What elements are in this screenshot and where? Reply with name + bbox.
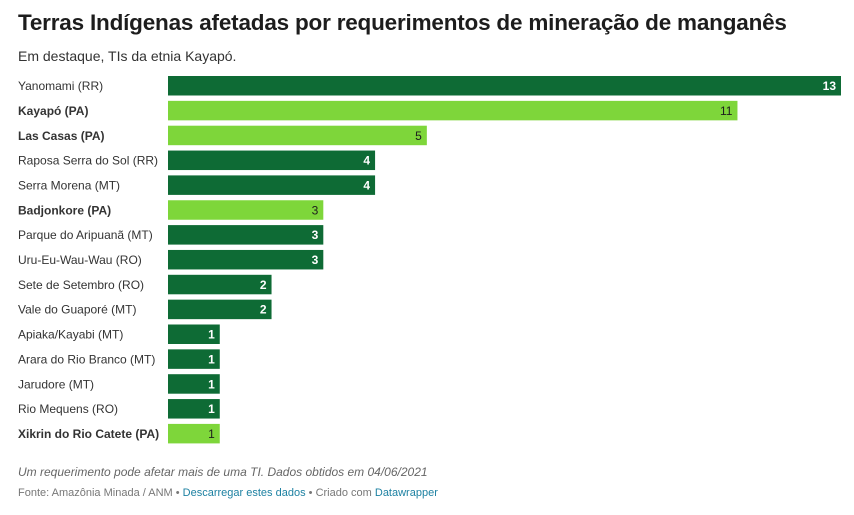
datawrapper-link[interactable]: Datawrapper <box>374 487 438 499</box>
category-label: Parque do Aripuanã (MT) <box>18 228 153 242</box>
bar[interactable] <box>168 299 272 320</box>
bar[interactable] <box>168 374 220 394</box>
bar-value-label: 1 <box>208 352 215 366</box>
bar-value-label: 1 <box>208 427 215 441</box>
category-label: Uru-Eu-Wau-Wau (RO) <box>18 253 142 267</box>
category-label: Kayapó (PA) <box>18 104 88 118</box>
chart-footer: Fonte: Amazônia Minada / ANM • Descarreg… <box>18 487 438 499</box>
bar[interactable] <box>168 76 841 96</box>
category-label: Vale do Guaporé (MT) <box>18 303 137 317</box>
category-label: Badjonkore (PA) <box>18 203 111 217</box>
bar-value-label: 1 <box>208 328 215 342</box>
bar-value-label: 1 <box>208 402 215 416</box>
category-label: Sete de Setembro (RO) <box>18 278 144 292</box>
category-label: Rio Mequens (RO) <box>18 402 118 416</box>
bar-value-label: 2 <box>260 303 267 317</box>
category-label: Arara do Rio Branco (MT) <box>18 352 155 366</box>
bar-value-label: 2 <box>260 278 267 292</box>
bar[interactable] <box>168 175 376 195</box>
bar-value-label: 4 <box>363 154 370 168</box>
bar-value-label: 5 <box>415 129 422 143</box>
bar-value-label: 3 <box>312 253 319 267</box>
category-label: Las Casas (PA) <box>18 129 104 143</box>
bar-value-label: 13 <box>823 79 837 93</box>
bar[interactable] <box>168 423 220 444</box>
bar[interactable] <box>168 324 220 345</box>
bar[interactable] <box>168 399 220 419</box>
bar[interactable] <box>168 249 324 270</box>
category-label: Apiaka/Kayabi (MT) <box>18 328 123 342</box>
chart-subtitle: Em destaque, TIs da etnia Kayapó. <box>18 48 237 64</box>
chart-notes: Um requerimento pode afetar mais de uma … <box>18 465 428 479</box>
bar[interactable] <box>168 349 220 369</box>
category-label: Yanomami (RR) <box>18 79 103 93</box>
bar[interactable] <box>168 200 324 220</box>
source-text: Fonte: Amazônia Minada / ANM <box>18 487 173 499</box>
bar-value-label: 3 <box>312 228 319 242</box>
bar[interactable] <box>168 125 427 146</box>
bar[interactable] <box>168 150 376 171</box>
category-label: Serra Morena (MT) <box>18 178 120 192</box>
category-label: Xikrin do Rio Catete (PA) <box>18 427 159 441</box>
chart-title: Terras Indígenas afetadas por requerimen… <box>18 10 787 35</box>
bar[interactable] <box>168 100 738 121</box>
bar-value-label: 11 <box>720 104 733 118</box>
footer-separator: • <box>308 487 313 499</box>
category-label: Raposa Serra do Sol (RR) <box>18 154 158 168</box>
made-with-text: Criado com <box>315 487 372 499</box>
bar[interactable] <box>168 274 272 295</box>
category-label: Jarudore (MT) <box>18 377 94 391</box>
bar-value-label: 4 <box>363 178 370 192</box>
download-data-link[interactable]: Descarregar estes dados <box>182 487 306 499</box>
bar-value-label: 1 <box>208 377 215 391</box>
bar-value-label: 3 <box>312 203 319 217</box>
bar[interactable] <box>168 225 324 245</box>
footer-separator: • <box>175 487 180 499</box>
